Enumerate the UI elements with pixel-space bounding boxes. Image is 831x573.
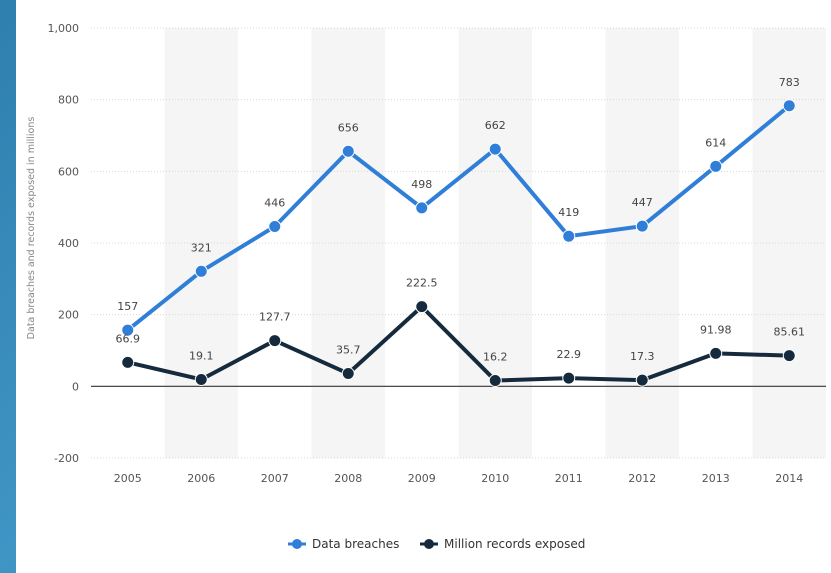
data-point [341,144,355,158]
legend-item: Million records exposed [444,537,585,551]
data-label: 783 [779,76,800,89]
data-label: 85.61 [774,326,806,339]
data-point [709,346,723,360]
data-point [341,367,355,381]
series-line [127,304,790,383]
data-label: 35.7 [336,344,361,357]
y-tick-label: 1,000 [48,22,80,35]
data-point [121,323,135,337]
data-label: 66.9 [116,332,141,345]
x-tick-label: 2005 [114,472,142,485]
x-tick-label: 2012 [628,472,656,485]
x-tick-label: 2011 [555,472,583,485]
data-point [194,264,208,278]
data-point [782,349,796,363]
y-tick-label: 800 [58,94,79,107]
x-tick-label: 2013 [702,472,730,485]
y-tick-label: -200 [54,452,79,465]
x-tick-label: 2009 [408,472,436,485]
data-point [268,334,282,348]
data-label: 17.3 [630,350,655,363]
y-tick-label: 0 [72,380,79,393]
data-point [415,300,429,314]
data-label: 447 [632,196,653,209]
data-label: 22.9 [557,348,582,361]
data-point [121,355,135,369]
legend-item: Data breaches [312,537,399,551]
legend-marker [424,539,434,549]
data-point [562,229,576,243]
data-label: 614 [705,136,726,149]
data-point [488,142,502,156]
x-tick-label: 2010 [481,472,509,485]
data-label: 498 [411,178,432,191]
data-point [194,372,208,386]
legend-marker [292,539,302,549]
y-tick-label: 400 [58,237,79,250]
data-label: 662 [485,119,506,132]
data-point [268,220,282,234]
series-line [126,104,791,332]
data-label: 157 [117,300,138,313]
data-label: 321 [191,241,212,254]
data-label: 91.98 [700,323,732,336]
data-point [488,374,502,388]
data-point [635,373,649,387]
chart-panel: -200 0 200 400 600 800 1,000 2005 2006 2007 2008 20… [16,0,831,573]
data-label: 222.5 [406,277,438,290]
y-axis-title: Data breaches and records exposed in mil… [26,117,37,340]
data-label: 446 [264,197,285,210]
data-point [782,99,796,113]
data-label: 127.7 [259,311,291,324]
x-tick-label: 2007 [261,472,289,485]
line-chart: -200 0 200 400 600 800 1,000 2005 2006 2007 2008 20… [26,22,826,551]
y-tick-label: 600 [58,165,79,178]
x-tick-label: 2008 [334,472,362,485]
data-point [415,201,429,215]
x-tick-label: 2014 [775,472,803,485]
x-tick-label: 2006 [187,472,215,485]
data-label: 656 [338,121,359,134]
data-label: 419 [558,206,579,219]
data-point [635,219,649,233]
y-tick-label: 200 [58,309,79,322]
data-point [562,371,576,385]
data-point [709,159,723,173]
data-label: 19.1 [189,349,214,362]
data-label: 16.2 [483,351,508,364]
